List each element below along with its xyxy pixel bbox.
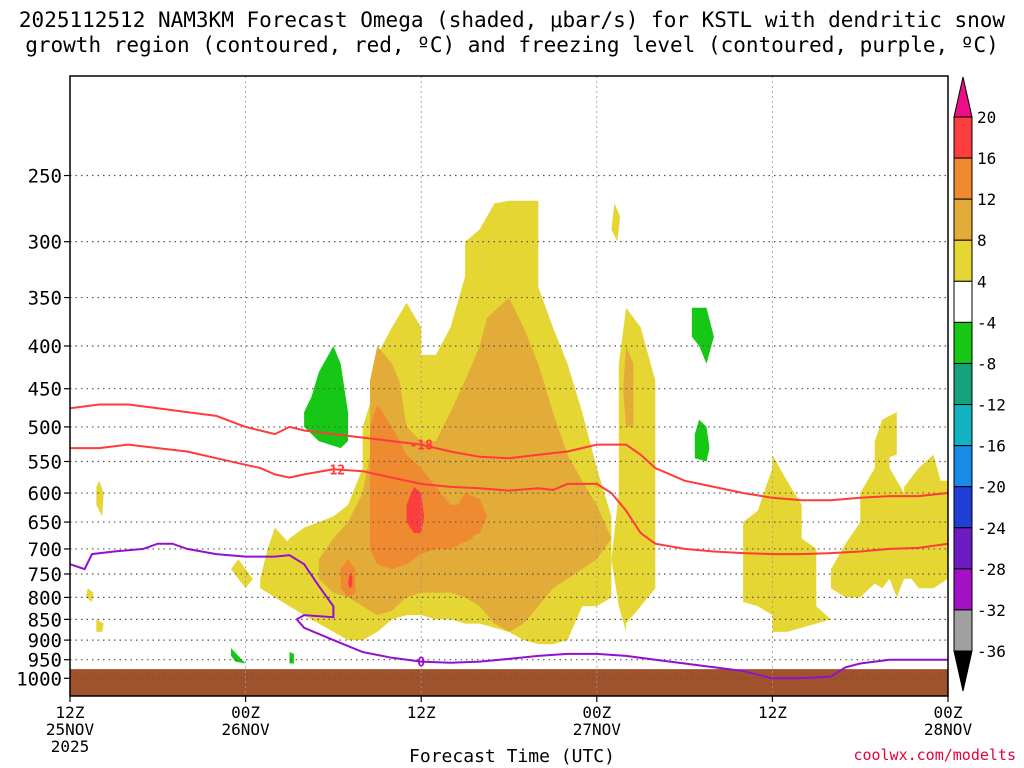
ytick-label-600: 600 <box>28 483 62 505</box>
xtick-label-12-0: 00Z <box>231 703 260 722</box>
ytick-label-650: 650 <box>28 512 62 534</box>
isotherm-line-2 <box>69 542 948 680</box>
omega-region-7 <box>96 619 104 632</box>
ytick-label-950: 950 <box>28 650 62 672</box>
colorbar-label-8: -16 <box>977 437 1006 456</box>
credit-text: coolwx.com/modelts <box>853 746 1016 764</box>
omega-region-10 <box>874 412 897 462</box>
omega-region-22 <box>289 652 294 664</box>
omega-region-16 <box>406 486 425 534</box>
ytick-label-550: 550 <box>28 451 62 473</box>
terrain-block <box>70 669 948 696</box>
omega-region-2 <box>611 307 656 632</box>
isotherm-label-2: 0 <box>417 656 425 671</box>
colorbar-box-5 <box>953 321 973 364</box>
colorbar-label-11: -28 <box>977 560 1006 579</box>
xtick-label-60-0: 00Z <box>934 703 963 722</box>
omega-region-8 <box>743 454 831 632</box>
colorbar-box-12 <box>953 609 973 652</box>
colorbar-label-4: 4 <box>977 272 987 291</box>
ytick-label-750: 750 <box>28 564 62 586</box>
xtick-label-24-0: 12Z <box>407 703 436 722</box>
xtick-label-36-1: 27NOV <box>573 720 622 739</box>
isotherm-label-0: -18 <box>409 439 433 454</box>
plot-frame <box>69 75 949 697</box>
isotherm-line-0 <box>69 403 949 502</box>
colorbar-box-2 <box>953 198 973 241</box>
colorbar-label-0: 20 <box>977 108 996 127</box>
chart-title-line2: growth region (contoured, red, ºC) and f… <box>25 33 999 57</box>
chart-title-line1: 2025112512 NAM3KM Forecast Omega (shaded… <box>18 8 1006 32</box>
colorbar-box-8 <box>953 445 973 488</box>
xtick-label-36-0: 00Z <box>582 703 611 722</box>
isotherm-label-1: -12 <box>322 463 345 478</box>
terrain-fill <box>70 669 948 696</box>
colorbar-box-4 <box>953 280 973 323</box>
colorbar-box-10 <box>953 527 973 570</box>
colorbar-label-5: -4 <box>977 313 996 332</box>
ytick-label-300: 300 <box>28 232 62 254</box>
colorbar-label-3: 8 <box>977 231 987 250</box>
ytick-label-350: 350 <box>28 288 62 310</box>
ytick-label-900: 900 <box>28 630 62 652</box>
colorbar-label-2: 12 <box>977 190 996 209</box>
isotherm-line-1 <box>70 443 949 556</box>
omega-region-19 <box>691 307 714 364</box>
ytick-label-800: 800 <box>28 587 62 609</box>
colorbar-box-9 <box>953 486 973 529</box>
colorbar-box-3 <box>953 239 973 282</box>
colorbar-label-9: -20 <box>977 478 1006 497</box>
colorbar-label-12: -32 <box>977 601 1006 620</box>
omega-region-6 <box>86 588 94 602</box>
ytick-label-250: 250 <box>28 166 62 188</box>
ytick-label-400: 400 <box>28 336 62 358</box>
plot-border <box>69 75 949 697</box>
colorbar-box-11 <box>953 568 973 611</box>
colorbar-box-6 <box>953 362 973 406</box>
omega-region-21 <box>231 648 246 664</box>
omega-region-12 <box>623 346 634 427</box>
xtick-label-0-2: 2025 <box>51 737 90 756</box>
ytick-label-450: 450 <box>28 379 62 401</box>
xtick-label-48-0: 12Z <box>758 703 787 722</box>
colorbar-box-0 <box>953 116 973 159</box>
xtick-label-0-1: 25NOV <box>46 720 95 739</box>
omega-region-9 <box>830 448 948 598</box>
colorbar-box-7 <box>953 404 973 447</box>
ytick-label-850: 850 <box>28 609 62 631</box>
colorbar: 20 16 12 8 4 -4 -8 -12 -16 -20 -24 -28 -32 -36 <box>953 76 1006 692</box>
colorbar-label-1: 16 <box>977 149 996 168</box>
omega-region-5 <box>96 480 104 517</box>
omega-shading <box>86 200 948 664</box>
colorbar-top-triangle <box>953 76 973 118</box>
xtick-label-12-1: 26NOV <box>222 720 271 739</box>
omega-region-15 <box>340 559 356 598</box>
omega-region-3 <box>611 203 621 242</box>
temperature-contours: -18 -12 0 <box>69 403 949 680</box>
x-axis-title: Forecast Time (UTC) <box>409 746 615 767</box>
colorbar-label-6: -8 <box>977 354 996 373</box>
xtick-label-0-0: 12Z <box>56 703 85 722</box>
colorbar-label-10: -24 <box>977 519 1006 538</box>
ytick-label-700: 700 <box>28 539 62 561</box>
colorbar-label-7: -12 <box>977 396 1006 415</box>
ytick-label-500: 500 <box>28 417 62 439</box>
y-axis: 2503003504004505005506006507007508008509… <box>16 166 70 690</box>
colorbar-bottom-triangle <box>953 650 973 692</box>
omega-region-13 <box>370 404 480 570</box>
omega-region-18 <box>304 346 348 449</box>
colorbar-label-13: -36 <box>977 642 1006 661</box>
omega-region-20 <box>694 419 710 462</box>
ytick-label-1000: 1000 <box>16 668 62 690</box>
xtick-label-60-1: 28NOV <box>924 720 973 739</box>
colorbar-box-1 <box>953 157 973 200</box>
omega-region-14 <box>457 493 487 539</box>
omega-region-17 <box>348 574 353 589</box>
